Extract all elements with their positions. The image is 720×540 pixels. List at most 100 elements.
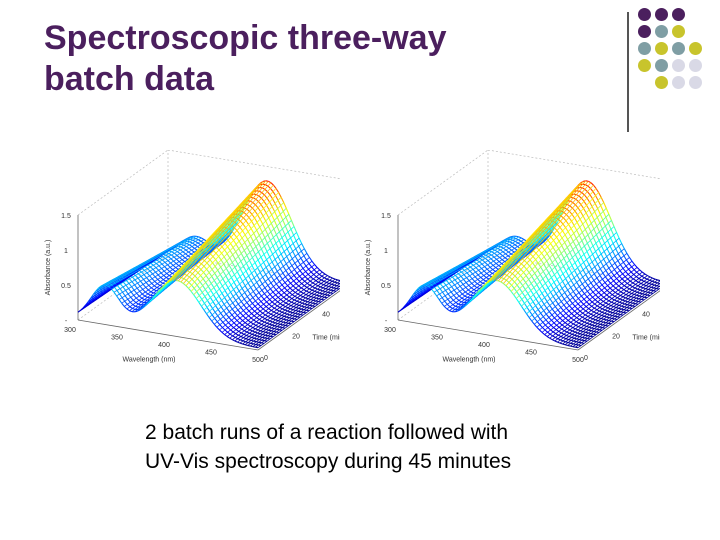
surface-mesh-line [221,246,226,251]
surface-mesh-line [241,324,246,328]
surface-mesh-line [537,309,542,314]
surface-mesh-line [212,308,216,313]
decorative-dot [655,25,668,38]
surface-mesh-line [297,293,301,297]
surface-mesh-line [265,184,269,187]
surface-mesh-line [319,269,323,273]
surface-mesh-line [293,280,297,284]
surface-mesh-line [522,285,526,290]
decorative-dot [655,8,668,21]
surface-mesh-line [632,286,636,289]
surface-mesh-line [552,296,557,301]
surface-mesh-line [240,215,244,219]
surface-mesh-line [321,271,326,275]
surface-mesh-line [253,277,258,283]
surface-mesh-line [539,257,630,331]
surface-mesh-line [181,259,186,263]
surface-mesh-line [589,240,594,247]
surface-mesh-line [264,281,269,286]
surface-mesh-line [423,235,514,286]
time-tick-label: 20 [292,333,300,340]
surface-mesh-line [534,265,539,271]
surface-mesh-line [163,275,167,278]
surface-mesh-line [633,274,637,278]
surface-mesh-line [524,289,529,294]
surface-mesh-line [272,245,277,252]
surface-mesh-line [203,226,295,311]
surface-mesh-line [454,279,458,284]
surface-mesh-line [631,266,635,271]
surface-mesh-line [576,229,580,236]
surface-mesh-line [627,273,632,278]
surface-mesh-line [555,244,560,249]
surface-mesh-line [552,271,643,341]
surface-mesh-line [307,278,311,282]
surface-mesh-line [220,259,225,265]
surface-mesh-line [244,242,248,248]
surface-mesh-line [276,309,280,312]
surface-mesh-line [591,301,596,305]
surface-mesh-line [221,252,225,258]
surface-mesh-line [567,239,571,245]
surface-mesh-line [275,294,279,298]
surface-mesh-line [585,306,590,310]
surface-mesh-line [518,213,610,303]
surface-mesh-line [470,262,474,266]
surface-mesh-line [221,293,226,298]
surface-mesh-line [539,274,544,280]
decorative-dot [672,42,685,55]
surface-mesh-line [259,314,263,318]
surface-mesh-line [610,277,614,282]
surface-mesh-line [559,317,563,321]
surface-mesh-line [224,290,229,296]
surface-mesh-line [567,289,571,295]
surface-mesh-line [290,229,295,236]
surface-mesh-line [548,322,552,326]
surface-mesh-line [579,314,583,318]
surface-mesh-line [279,275,283,280]
wavelength-tick-label: 400 [158,342,170,349]
surface-mesh-line [596,277,600,282]
surface-mesh-line [135,297,140,301]
surface-mesh-line [561,328,565,332]
surface-mesh-line [553,240,557,245]
surface-mesh-line [242,265,247,272]
surface-mesh-line [574,305,578,310]
surface-mesh-line [562,273,567,279]
surface-mesh-line [455,302,459,305]
surface-mesh-line [621,278,626,282]
surface-mesh-line [561,332,565,335]
surface-mesh-line [255,324,259,328]
surface-mesh-line [258,195,262,199]
surface-mesh-line [610,271,615,276]
surface-mesh-line [602,266,607,271]
surface-mesh-line [605,263,610,269]
surface-mesh-line [557,309,561,314]
surface-mesh-line [580,306,584,310]
surface-mesh-line [219,329,223,333]
surface-mesh-line [244,278,336,346]
surface-mesh-line [281,289,285,294]
surface-mesh-line [585,220,589,227]
surface-mesh-line [300,291,304,294]
z-tick-label: 0.5 [61,283,71,290]
surface-mesh-line [284,276,289,281]
surface-mesh-line [433,239,525,293]
surface-mesh-line [577,308,581,312]
surface-mesh-line [252,249,256,255]
surface-mesh-line [457,282,461,287]
surface-mesh-line [159,258,163,261]
surface-mesh-line [579,279,583,285]
surface-mesh-line [249,205,253,209]
surface-mesh-line [499,253,503,257]
surface-mesh-line [574,217,578,223]
surface-mesh-line [588,209,593,216]
surface-mesh-line [290,282,294,287]
surface-mesh-line [597,263,601,270]
surface-mesh-line [252,330,256,333]
surface-mesh-line [217,262,222,268]
surface-mesh-line [199,288,203,293]
surface-mesh-line [588,312,592,315]
surface-mesh-line [252,303,256,307]
surface-mesh-line [234,312,238,316]
